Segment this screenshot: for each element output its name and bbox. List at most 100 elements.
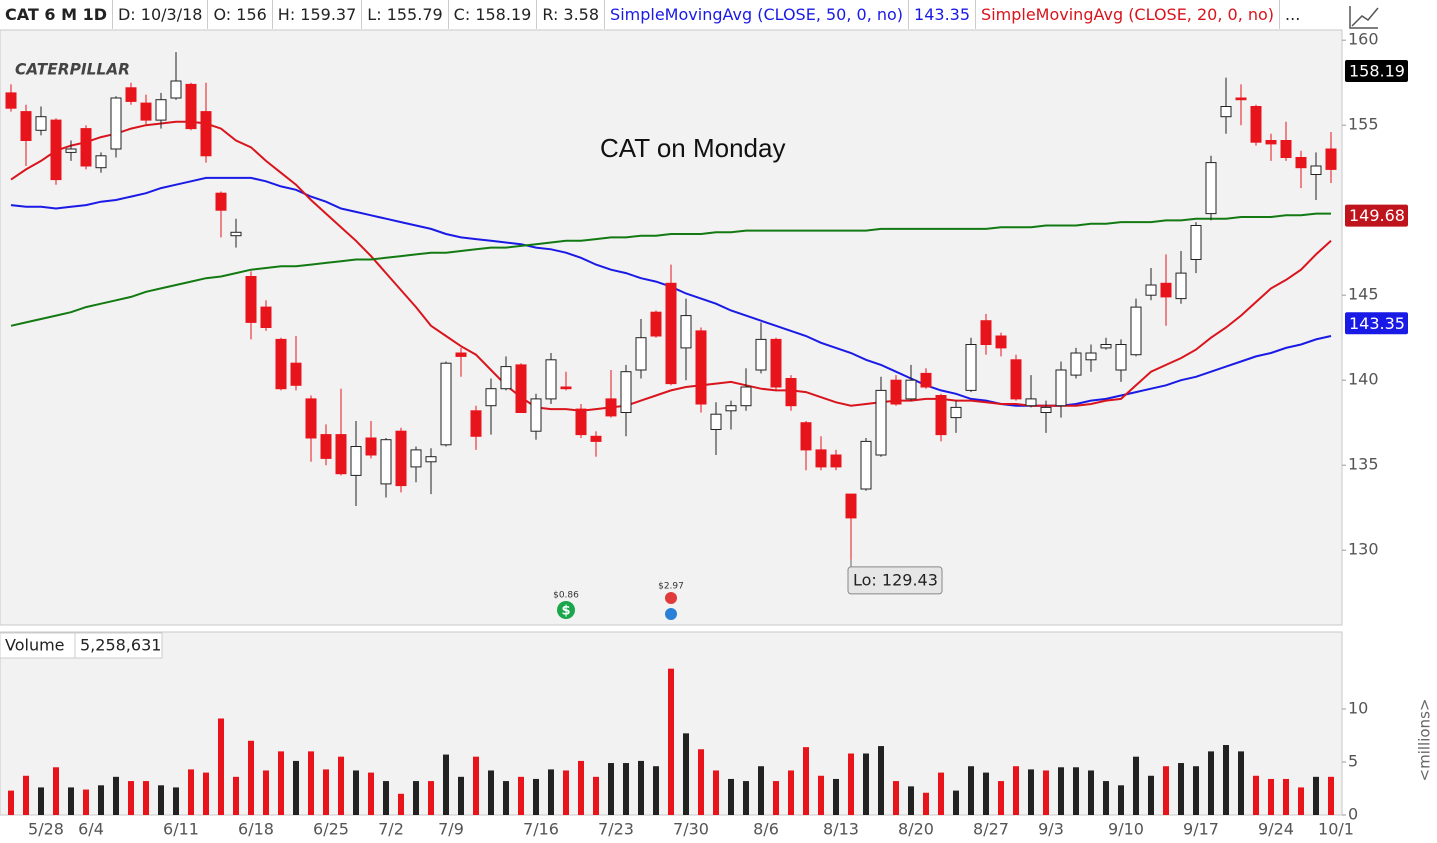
close: C: 158.19 [449,0,538,29]
volume-bar [188,769,194,815]
x-tick-label: 7/30 [673,820,709,839]
volume-bar [1058,767,1064,815]
candle-body [470,410,482,437]
x-tick-label: 8/27 [973,820,1009,839]
candle-body [635,337,647,371]
volume-bar [1178,763,1184,815]
volume-bar [113,776,119,815]
volume-bar [848,753,854,815]
candle-body [95,155,107,169]
volume-bar [308,751,314,815]
volume-bar [383,781,389,815]
candle-body [1160,282,1172,298]
candle-body [335,434,347,475]
x-tick-label: 9/10 [1108,820,1144,839]
event-label: $0.86 [553,591,579,601]
candle-body [665,282,677,385]
volume-bar [263,770,269,815]
x-tick-label: 7/23 [598,820,634,839]
candle-body [1040,406,1052,413]
price-label: 158.19 [1349,61,1405,80]
y-tick-label: 135 [1348,455,1379,474]
candle-body [965,344,977,391]
volume-bar [1133,756,1139,815]
volume-bar [23,775,29,815]
volume-bar [458,776,464,815]
chart-icon [1349,6,1379,29]
candle-body [320,434,332,459]
candle-body [5,92,17,109]
volume-bar [68,787,74,815]
candle-body [215,192,227,211]
low: L: 155.79 [362,0,449,29]
volume-bar [398,793,404,815]
volume-bar [878,746,884,815]
candle-body [305,398,317,439]
volume-title: Volume [5,636,65,655]
candle-body [575,408,587,436]
candle-body [935,395,947,436]
x-tick-label: 8/6 [753,820,779,839]
volume-bar [38,787,44,815]
candle-body [845,493,857,519]
volume-axis-label: <millions> [1416,699,1434,782]
volume-bar [758,766,764,815]
volume-bar [608,763,614,815]
price-label: 149.68 [1349,206,1405,225]
candle-body [995,335,1007,349]
candle-body [65,148,77,153]
volume-bar [1253,775,1259,815]
candle-body [680,315,692,349]
volume-bar [1223,745,1229,815]
volume-bar [98,785,104,815]
candle-body [1280,140,1292,158]
x-tick-label: 8/13 [823,820,859,839]
price-label-box [1345,204,1408,227]
volume-bar [1193,766,1199,815]
candle-body [1235,97,1247,101]
volume-bar [1163,766,1169,815]
candle-body [110,97,122,150]
candle-body [560,386,572,390]
volume-bar [728,778,734,815]
candle-body [200,111,212,157]
candle-body [545,359,557,400]
candle-body [770,338,782,388]
volume-bar [1298,787,1304,815]
x-tick-label: 6/4 [78,820,104,839]
volume-bar [833,778,839,815]
price-label: 143.35 [1349,314,1405,333]
volume-value-box [74,632,163,659]
dividend-icon [557,601,575,619]
volume-bar [863,753,869,815]
candle-body [1115,344,1127,371]
x-tick-label: 6/18 [238,820,274,839]
candle-body [800,422,812,451]
candle-body [170,80,182,99]
volume-bar [248,740,254,815]
candle-body [230,231,242,237]
x-tick-label: 9/24 [1258,820,1294,839]
dividend-icon-glyph: $ [561,604,570,619]
volume-bar [443,754,449,815]
candle-body [35,116,47,131]
volume-bar [173,787,179,815]
candle-body [365,437,377,456]
volume-bar [623,763,629,815]
info-icon [665,608,677,620]
high: H: 159.37 [273,0,363,29]
chart-title: CAT on Monday [600,133,785,163]
candle-body [1250,106,1262,143]
volume-bar [1013,766,1019,815]
volume-bar [233,776,239,815]
volume-bar [143,781,149,815]
candle-body [245,276,257,323]
volume-bar [773,781,779,815]
candle-body [455,352,467,357]
candle-body [890,379,902,405]
volume-bar [473,756,479,815]
volume-bar [818,775,824,815]
volume-bar [968,766,974,815]
x-tick-label: 6/11 [163,820,199,839]
candle-body [1055,369,1067,407]
